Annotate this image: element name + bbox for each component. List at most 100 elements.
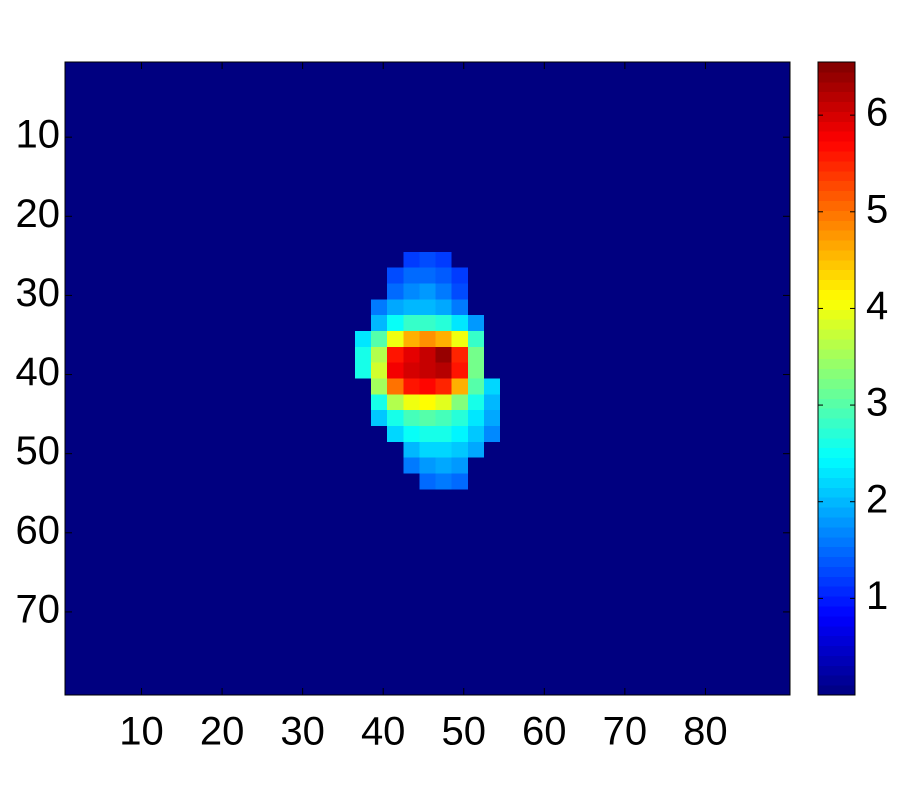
- heatmap-cell: [65, 62, 356, 237]
- plot-frame: [64, 61, 791, 696]
- colorbar-step: [818, 358, 855, 370]
- heatmap-cell: [387, 267, 404, 285]
- heatmap-cell: [403, 299, 420, 316]
- colorbar-step: [818, 338, 855, 350]
- heatmap-cell: [467, 441, 485, 459]
- heatmap-cell: [500, 378, 791, 395]
- y-tick-label: 70: [16, 587, 61, 631]
- heatmap-cell: [451, 410, 469, 427]
- heatmap-cell: [387, 378, 404, 395]
- heatmap-cell: [371, 394, 388, 411]
- colorbar-step: [818, 576, 855, 587]
- y-tick-label: 20: [16, 192, 61, 236]
- heatmap-cell: [387, 394, 404, 411]
- heatmap-cell: [371, 236, 388, 253]
- colorbar-step: [818, 526, 855, 538]
- heatmap-cell: [483, 378, 501, 395]
- heatmap-cell: [483, 362, 501, 379]
- heatmap-cell: [419, 251, 437, 269]
- heatmap-cell: [65, 299, 356, 316]
- heatmap-cell: [355, 346, 372, 364]
- heatmap-cell: [467, 410, 485, 427]
- heatmap-cell: [355, 362, 372, 379]
- heatmap-cell: [419, 378, 437, 395]
- heatmap-cell: [451, 62, 469, 237]
- colorbar-step: [818, 378, 855, 389]
- y-tick-label: 10: [16, 113, 61, 157]
- heatmap-cell: [451, 283, 469, 300]
- heatmap-cell: [65, 236, 356, 253]
- heatmap-cell: [355, 331, 372, 348]
- heatmap-cell: [451, 489, 469, 696]
- heatmap-cell: [65, 267, 356, 285]
- colorbar-step: [818, 121, 855, 132]
- heatmap-cell: [65, 425, 356, 443]
- heatmap-cell: [65, 362, 356, 379]
- colorbar-tick-label: 6: [866, 91, 888, 135]
- heatmap-cell: [435, 394, 453, 411]
- heatmap-cell: [451, 331, 469, 348]
- colorbar-step: [818, 81, 855, 93]
- x-tick-label: 50: [442, 710, 487, 754]
- heatmap-cell: [387, 331, 404, 348]
- heatmap-cell: [435, 331, 453, 348]
- colorbar-step: [818, 180, 855, 192]
- colorbar-step: [818, 309, 855, 320]
- heatmap-cell: [403, 251, 420, 269]
- heatmap-cell: [500, 346, 791, 364]
- heatmap-cell: [355, 267, 372, 285]
- heatmap-cell: [403, 236, 420, 253]
- heatmap-cell: [500, 299, 791, 316]
- heatmap-cell: [500, 457, 791, 474]
- heatmap-cell: [451, 299, 469, 316]
- heatmap-cell: [451, 267, 469, 285]
- heatmap-cell: [500, 283, 791, 300]
- heatmap-cell: [435, 299, 453, 316]
- heatmap-cell: [500, 473, 791, 490]
- heatmap-cell: [403, 267, 420, 285]
- heatmap-cell: [500, 410, 791, 427]
- colorbar-step: [818, 319, 855, 330]
- heatmap-cell: [500, 267, 791, 285]
- heatmap-cell: [500, 394, 791, 411]
- heatmap-cell: [419, 457, 437, 474]
- heatmap-cell: [355, 410, 372, 427]
- colorbar-step: [818, 348, 855, 360]
- heatmap-cell: [483, 267, 501, 285]
- colorbar-step: [818, 487, 855, 498]
- colorbar-step: [818, 62, 855, 73]
- heatmap-cell: [483, 473, 501, 490]
- heatmap-cell: [500, 362, 791, 379]
- heatmap-cell: [419, 425, 437, 443]
- heatmap-cell: [403, 346, 420, 364]
- heatmap-cell: [451, 315, 469, 332]
- colorbar: [818, 62, 855, 696]
- heatmap-cell: [451, 473, 469, 490]
- heatmap-cell: [419, 346, 437, 364]
- heatmap-cell: [467, 299, 485, 316]
- colorbar-step: [818, 675, 855, 686]
- heatmap-cell: [387, 283, 404, 300]
- x-tick-label: 40: [361, 710, 406, 754]
- heatmap-cell: [355, 457, 372, 474]
- colorbar-step: [818, 101, 855, 112]
- colorbar-step: [818, 605, 855, 617]
- heatmap-cell: [387, 346, 404, 364]
- heatmap-cell: [387, 410, 404, 427]
- heatmap-cell: [500, 425, 791, 443]
- heatmap-cell: [403, 489, 420, 696]
- heatmap-cell: [483, 457, 501, 474]
- heatmap-cell: [371, 62, 388, 237]
- heatmap-cell: [435, 441, 453, 459]
- heatmap-cell: [355, 283, 372, 300]
- colorbar-tick-label: 3: [866, 381, 888, 425]
- heatmap-cell: [467, 331, 485, 348]
- heatmap-cell: [483, 346, 501, 364]
- colorbar-step: [818, 170, 855, 182]
- heatmap-cell: [65, 441, 356, 459]
- heatmap-cell: [371, 283, 388, 300]
- heatmap-cell: [500, 236, 791, 253]
- colorbar-step: [818, 556, 855, 567]
